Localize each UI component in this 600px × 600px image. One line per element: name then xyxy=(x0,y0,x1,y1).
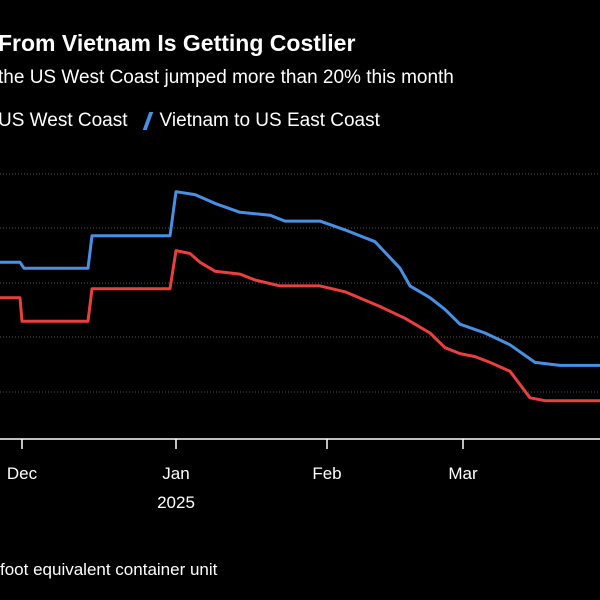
legend-label-east: Vietnam to US East Coast xyxy=(159,110,380,131)
x-tick-label: Dec xyxy=(7,464,38,483)
x-tick-label: Jan xyxy=(162,464,189,483)
chart-footnote: foot equivalent container unit xyxy=(0,560,218,579)
legend-item-east: Vietnam to US East Coast xyxy=(142,110,380,132)
chart-title: From Vietnam Is Getting Costlier xyxy=(0,30,356,56)
series-line-west-coast xyxy=(0,249,600,403)
x-tick-sublabel: 2025 xyxy=(157,493,195,512)
legend-label-west: US West Coast xyxy=(0,110,128,131)
x-axis-labels: Dec Jan 2025 Feb Mar xyxy=(7,464,478,512)
x-axis xyxy=(0,438,600,449)
series-lines xyxy=(0,190,600,403)
x-tick-label: Mar xyxy=(448,464,478,483)
x-tick-label: Feb xyxy=(312,464,341,483)
chart-legend: US West Coast Vietnam to US East Coast xyxy=(0,110,398,132)
series-line-east-coast xyxy=(0,190,600,367)
legend-item-west: US West Coast xyxy=(0,110,128,132)
chart-subtitle: the US West Coast jumped more than 20% t… xyxy=(0,67,454,88)
grid-lines xyxy=(0,173,600,393)
